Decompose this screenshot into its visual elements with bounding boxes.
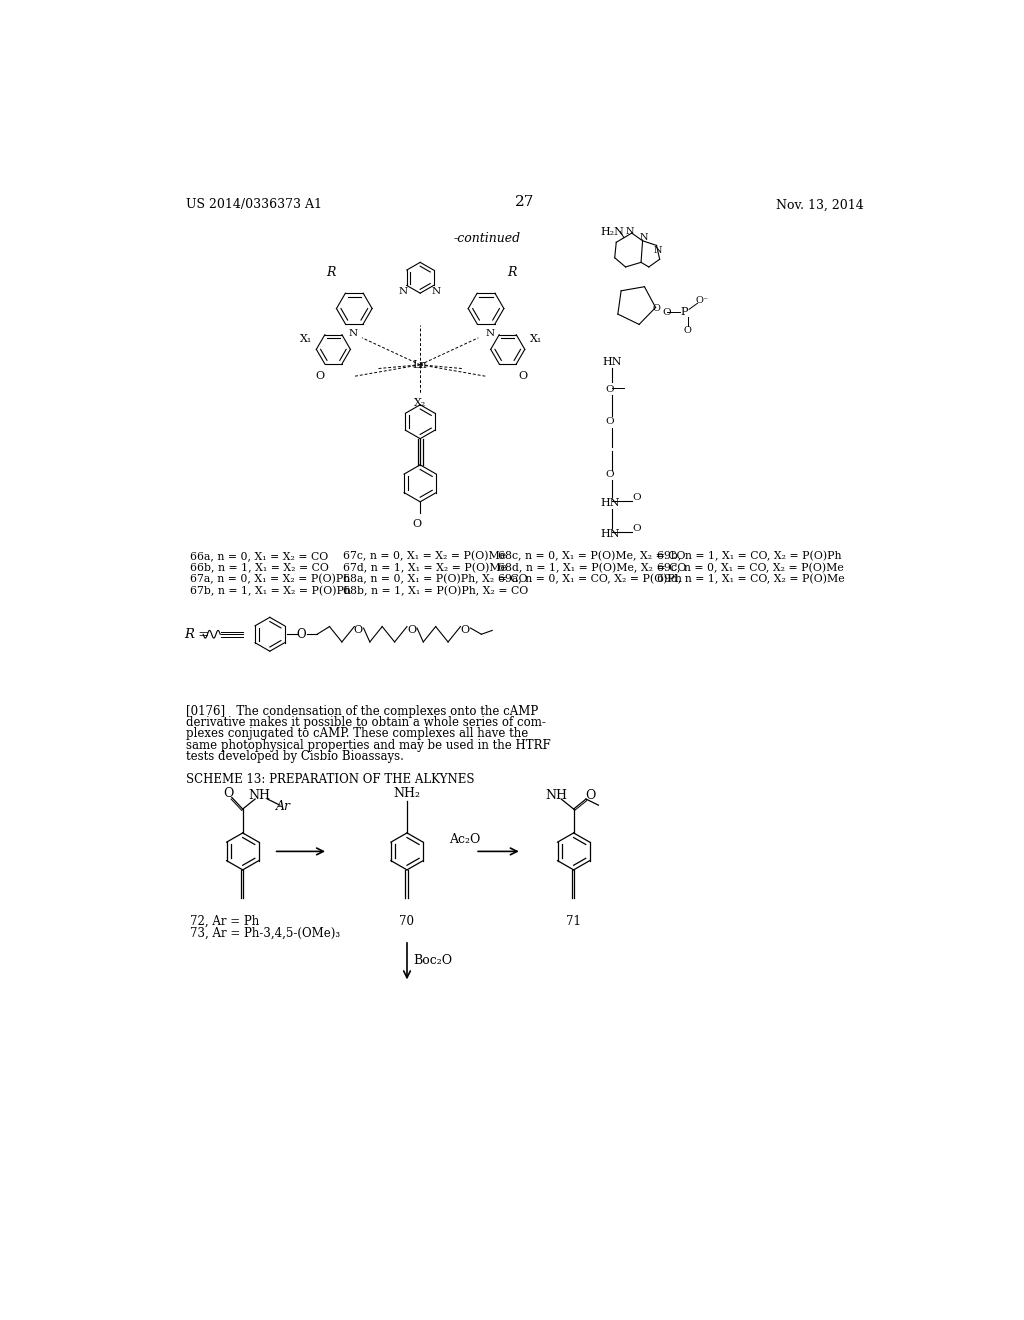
Text: N: N [398, 288, 408, 296]
Text: 73, Ar = Ph-3,4,5-(OMe)₃: 73, Ar = Ph-3,4,5-(OMe)₃ [190, 927, 340, 940]
Text: N: N [654, 247, 663, 255]
Text: US 2014/0336373 A1: US 2014/0336373 A1 [186, 198, 323, 211]
Text: NH: NH [249, 789, 270, 803]
Text: O: O [606, 385, 614, 393]
Text: 68a, n = 0, X₁ = P(O)Ph, X₂ = CO: 68a, n = 0, X₁ = P(O)Ph, X₂ = CO [343, 574, 528, 585]
Text: 66b, n = 1, X₁ = X₂ = CO: 66b, n = 1, X₁ = X₂ = CO [190, 562, 329, 573]
Text: P: P [681, 308, 688, 317]
Text: N: N [626, 227, 635, 236]
Text: O: O [663, 308, 671, 317]
Text: -continued: -continued [454, 231, 520, 244]
Text: O: O [519, 371, 527, 380]
Text: N: N [432, 288, 441, 296]
Text: SCHEME 13: PREPARATION OF THE ALKYNES: SCHEME 13: PREPARATION OF THE ALKYNES [186, 774, 475, 785]
Text: O: O [297, 628, 306, 640]
Text: 68c, n = 0, X₁ = P(O)Me, X₂ = CO: 68c, n = 0, X₁ = P(O)Me, X₂ = CO [499, 552, 686, 561]
Text: X₁: X₁ [300, 334, 312, 345]
Text: 66a, n = 0, X₁ = X₂ = CO: 66a, n = 0, X₁ = X₂ = CO [190, 552, 329, 561]
Text: NH₂: NH₂ [393, 787, 421, 800]
Text: [0176]   The condensation of the complexes onto the cAMP: [0176] The condensation of the complexes… [186, 705, 539, 718]
Text: O: O [586, 788, 596, 801]
Text: 27: 27 [515, 195, 535, 210]
Text: HN: HN [603, 358, 623, 367]
Text: plexes conjugated to cAMP. These complexes all have the: plexes conjugated to cAMP. These complex… [186, 727, 528, 741]
Text: 72, Ar = Ph: 72, Ar = Ph [190, 915, 259, 928]
Text: same photophysical properties and may be used in the HTRF: same photophysical properties and may be… [186, 739, 551, 751]
Text: N: N [485, 330, 495, 338]
Text: NH: NH [546, 789, 567, 803]
Text: O: O [632, 494, 641, 503]
Text: 67b, n = 1, X₁ = X₂ = P(O)Ph: 67b, n = 1, X₁ = X₂ = P(O)Ph [190, 586, 351, 597]
Text: 68b, n = 1, X₁ = P(O)Ph, X₂ = CO: 68b, n = 1, X₁ = P(O)Ph, X₂ = CO [343, 586, 528, 597]
Text: 69c, n = 0, X₁ = CO, X₂ = P(O)Me: 69c, n = 0, X₁ = CO, X₂ = P(O)Me [656, 562, 844, 573]
Text: Ac₂O: Ac₂O [450, 833, 481, 846]
Text: N: N [640, 234, 648, 242]
Text: R: R [507, 265, 516, 279]
Text: 69d, n = 1, X₁ = CO, X₂ = P(O)Me: 69d, n = 1, X₁ = CO, X₂ = P(O)Me [656, 574, 844, 585]
Text: tests developed by Cisbio Bioassays.: tests developed by Cisbio Bioassays. [186, 750, 404, 763]
Text: Ln: Ln [413, 360, 427, 370]
Text: Boc₂O: Boc₂O [414, 954, 453, 968]
Text: O: O [408, 626, 416, 635]
Text: 68d, n = 1, X₁ = P(O)Me, X₂ = CO: 68d, n = 1, X₁ = P(O)Me, X₂ = CO [499, 562, 687, 573]
Text: O: O [652, 304, 660, 313]
Text: 67d, n = 1, X₁ = X₂ = P(O)Me: 67d, n = 1, X₁ = X₂ = P(O)Me [343, 562, 508, 573]
Text: O: O [315, 371, 325, 380]
Text: O: O [605, 417, 613, 426]
Text: R: R [327, 265, 336, 279]
Text: X₂: X₂ [414, 399, 426, 408]
Text: 67c, n = 0, X₁ = X₂ = P(O)Me: 67c, n = 0, X₁ = X₂ = P(O)Me [343, 552, 507, 561]
Text: O: O [353, 626, 362, 635]
Text: O: O [684, 326, 691, 334]
Text: O: O [223, 787, 233, 800]
Text: O: O [632, 524, 641, 533]
Text: 69b, n = 1, X₁ = CO, X₂ = P(O)Ph: 69b, n = 1, X₁ = CO, X₂ = P(O)Ph [656, 552, 841, 561]
Text: H₂N: H₂N [600, 227, 625, 236]
Text: O: O [605, 470, 613, 479]
Text: O: O [461, 626, 470, 635]
Text: HN: HN [600, 529, 620, 539]
Text: HN: HN [600, 499, 620, 508]
Text: 67a, n = 0, X₁ = X₂ = P(O)Ph: 67a, n = 0, X₁ = X₂ = P(O)Ph [190, 574, 350, 585]
Text: X₁: X₁ [530, 334, 543, 345]
Text: N: N [348, 330, 357, 338]
Text: O: O [413, 519, 422, 529]
Text: R =: R = [183, 628, 209, 640]
Text: derivative makes it possible to obtain a whole series of com-: derivative makes it possible to obtain a… [186, 717, 546, 729]
Text: O⁻: O⁻ [695, 297, 708, 305]
Text: 69a, n = 0, X₁ = CO, X₂ = P(O)Ph: 69a, n = 0, X₁ = CO, X₂ = P(O)Ph [499, 574, 682, 585]
Text: 70: 70 [399, 915, 415, 928]
Text: Nov. 13, 2014: Nov. 13, 2014 [776, 198, 864, 211]
Text: 71: 71 [566, 915, 581, 928]
Text: Ar: Ar [276, 800, 291, 813]
